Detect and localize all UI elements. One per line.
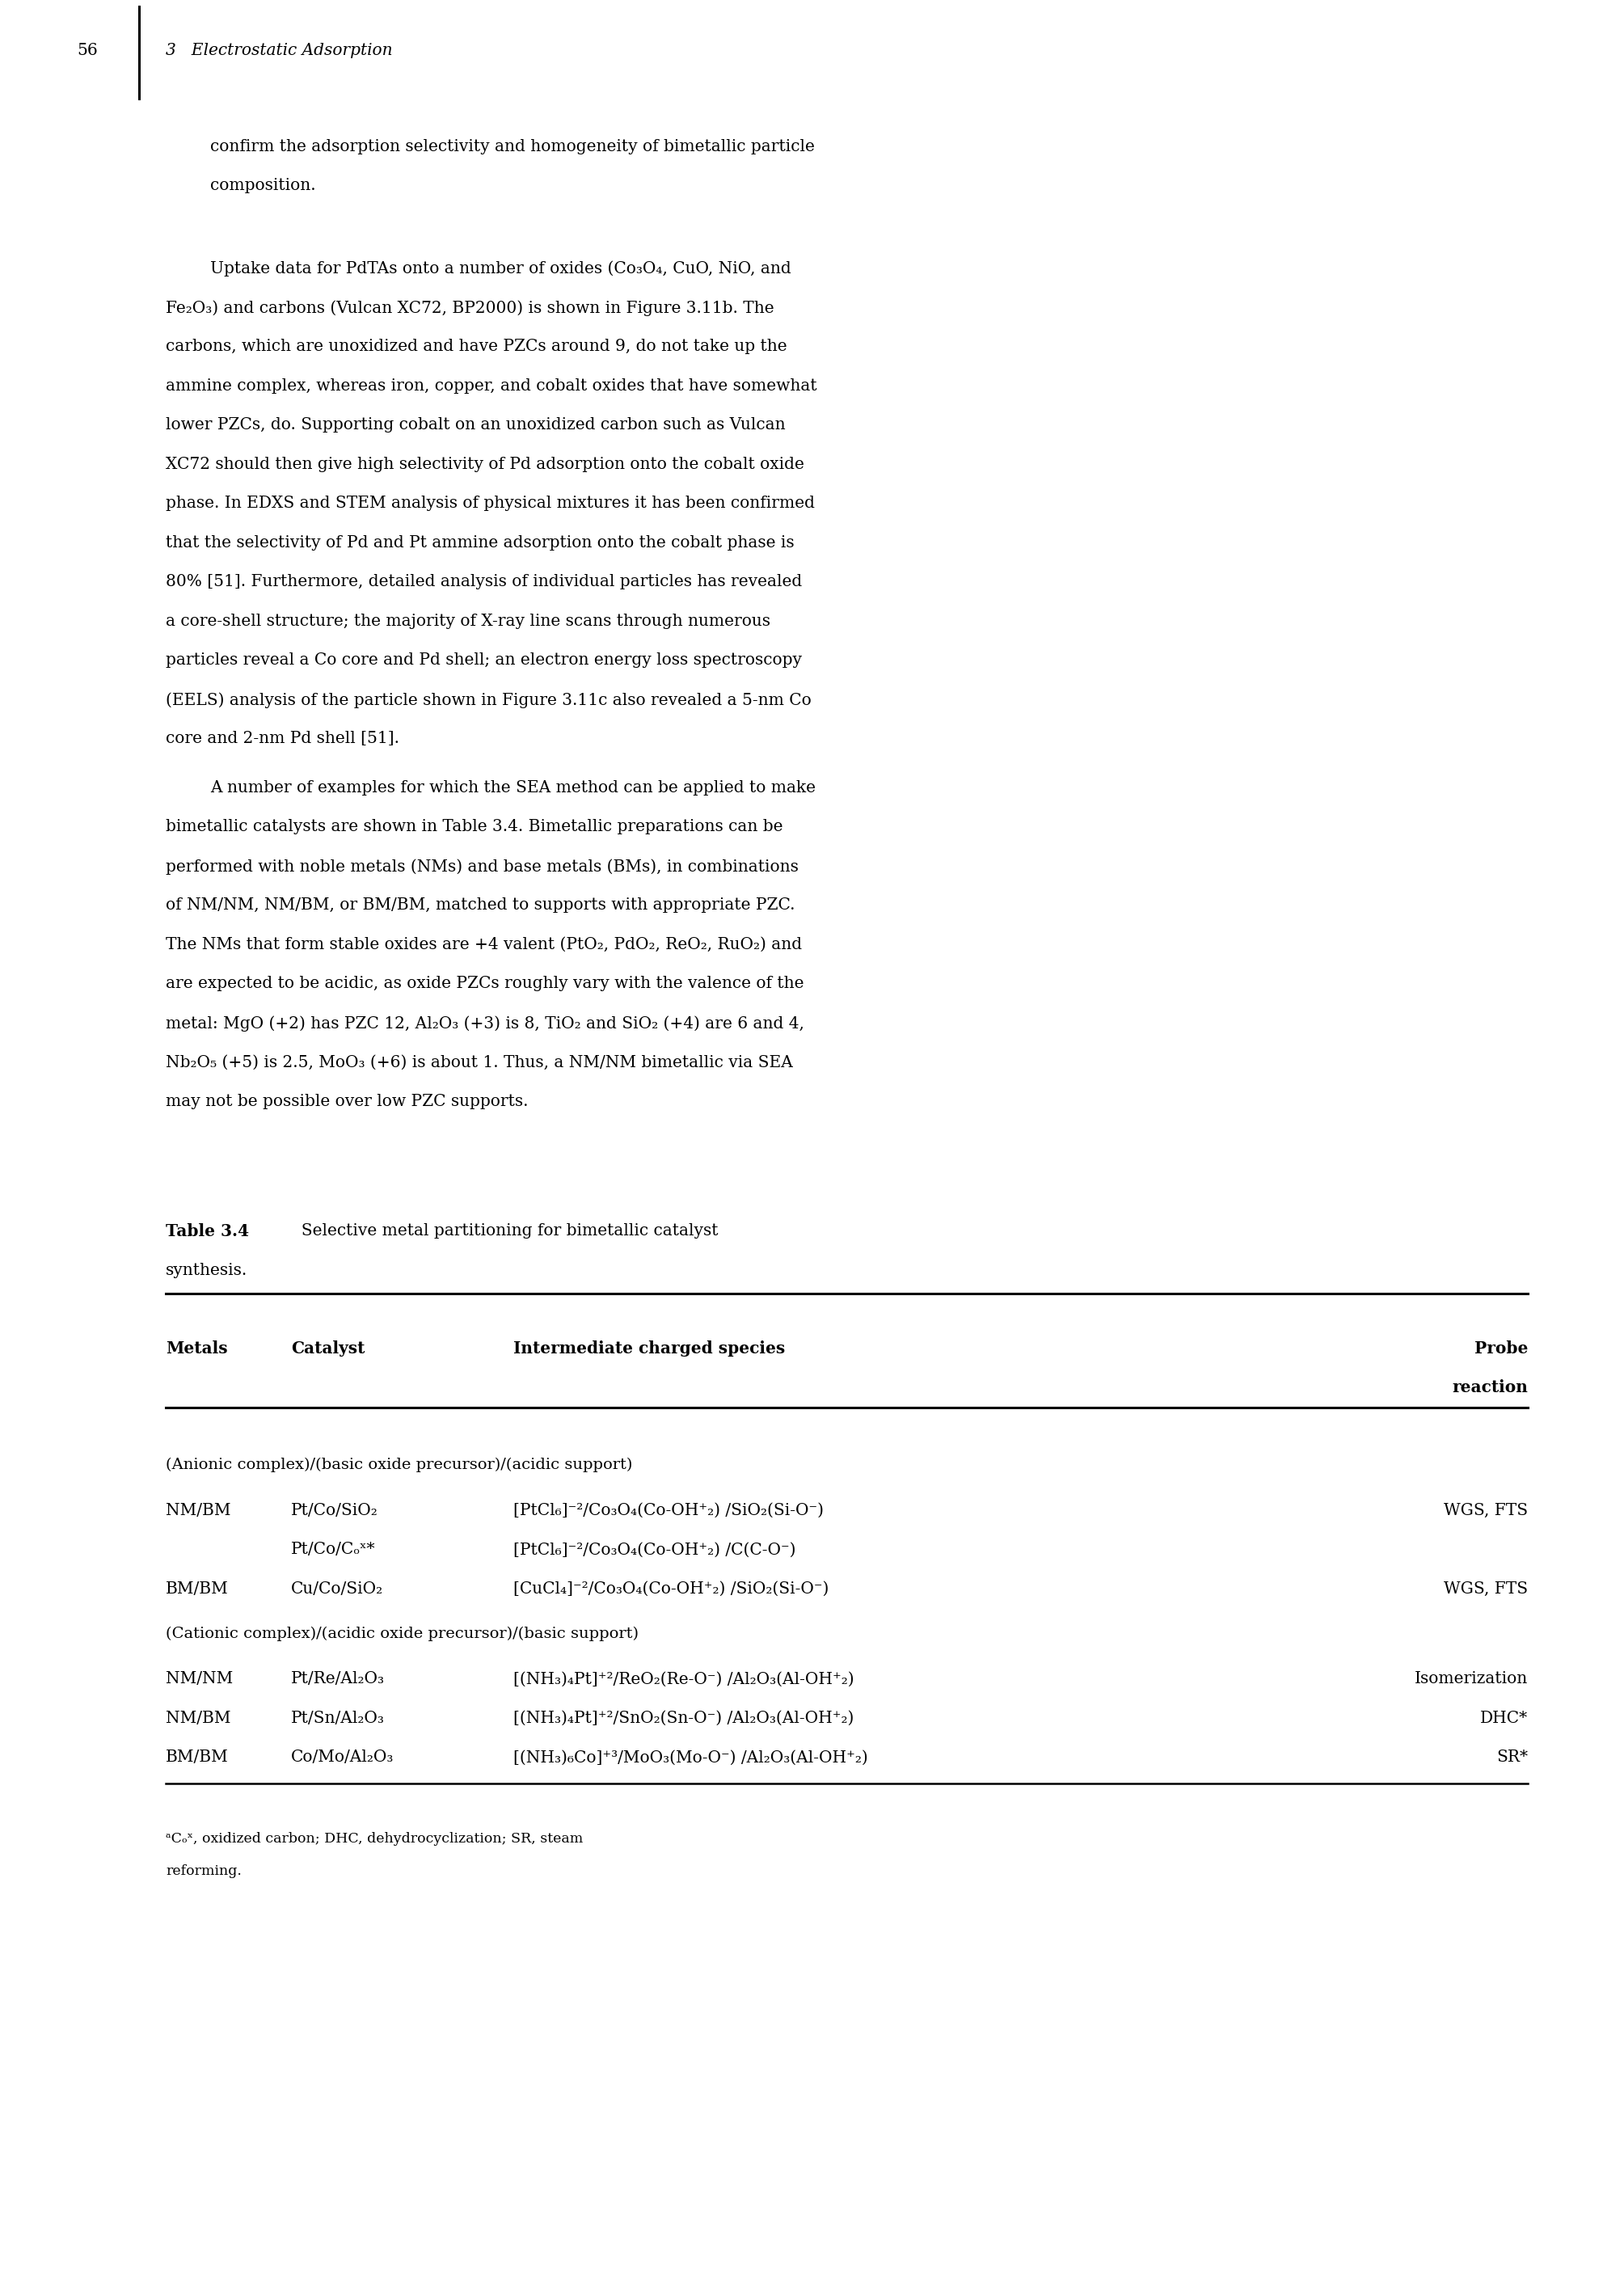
Text: Fe₂O₃) and carbons (Vulcan XC72, BP2000) is shown in Figure 3.11b. The: Fe₂O₃) and carbons (Vulcan XC72, BP2000)… xyxy=(166,300,775,316)
Text: Probe: Probe xyxy=(1475,1341,1528,1357)
Text: Selective metal partitioning for bimetallic catalyst: Selective metal partitioning for bimetal… xyxy=(291,1224,718,1238)
Text: 80% [51]. Furthermore, detailed analysis of individual particles has revealed: 80% [51]. Furthermore, detailed analysis… xyxy=(166,575,802,589)
Text: that the selectivity of Pd and Pt ammine adsorption onto the cobalt phase is: that the selectivity of Pd and Pt ammine… xyxy=(166,534,794,550)
Text: Uptake data for PdTAs onto a number of oxides (Co₃O₄, CuO, NiO, and: Uptake data for PdTAs onto a number of o… xyxy=(209,261,791,277)
Text: reaction: reaction xyxy=(1452,1380,1528,1396)
Text: Catalyst: Catalyst xyxy=(291,1341,365,1357)
Text: Pt/Co/Cₒˣ*: Pt/Co/Cₒˣ* xyxy=(291,1543,375,1556)
Text: are expected to be acidic, as oxide PZCs roughly vary with the valence of the: are expected to be acidic, as oxide PZCs… xyxy=(166,976,804,992)
Text: [(NH₃)₆Co]⁺³/MoO₃(Mo-O⁻) /Al₂O₃(Al-OH⁺₂): [(NH₃)₆Co]⁺³/MoO₃(Mo-O⁻) /Al₂O₃(Al-OH⁺₂) xyxy=(513,1749,867,1765)
Text: Co/Mo/Al₂O₃: Co/Mo/Al₂O₃ xyxy=(291,1749,395,1765)
Text: (Anionic complex)/(basic oxide precursor)/(acidic support): (Anionic complex)/(basic oxide precursor… xyxy=(166,1458,632,1471)
Text: [(NH₃)₄Pt]⁺²/ReO₂(Re-O⁻) /Al₂O₃(Al-OH⁺₂): [(NH₃)₄Pt]⁺²/ReO₂(Re-O⁻) /Al₂O₃(Al-OH⁺₂) xyxy=(513,1671,854,1687)
Text: a core-shell structure; the majority of X-ray line scans through numerous: a core-shell structure; the majority of … xyxy=(166,614,770,628)
Text: reforming.: reforming. xyxy=(166,1863,242,1877)
Text: NM/BM: NM/BM xyxy=(166,1504,231,1517)
Text: 3   Electrostatic Adsorption: 3 Electrostatic Adsorption xyxy=(166,44,393,57)
Text: NM/NM: NM/NM xyxy=(166,1671,232,1687)
Text: Pt/Sn/Al₂O₃: Pt/Sn/Al₂O₃ xyxy=(291,1710,385,1726)
Text: bimetallic catalysts are shown in Table 3.4. Bimetallic preparations can be: bimetallic catalysts are shown in Table … xyxy=(166,818,783,834)
Text: may not be possible over low PZC supports.: may not be possible over low PZC support… xyxy=(166,1093,528,1109)
Text: DHC*: DHC* xyxy=(1479,1710,1528,1726)
Text: (EELS) analysis of the particle shown in Figure 3.11c also revealed a 5-nm Co: (EELS) analysis of the particle shown in… xyxy=(166,692,812,708)
Text: core and 2-nm Pd shell [51].: core and 2-nm Pd shell [51]. xyxy=(166,731,400,747)
Text: lower PZCs, do. Supporting cobalt on an unoxidized carbon such as Vulcan: lower PZCs, do. Supporting cobalt on an … xyxy=(166,417,786,433)
Text: Pt/Co/SiO₂: Pt/Co/SiO₂ xyxy=(291,1504,378,1517)
Text: phase. In EDXS and STEM analysis of physical mixtures it has been confirmed: phase. In EDXS and STEM analysis of phys… xyxy=(166,495,815,511)
Text: (Cationic complex)/(acidic oxide precursor)/(basic support): (Cationic complex)/(acidic oxide precurs… xyxy=(166,1627,638,1641)
Text: carbons, which are unoxidized and have PZCs around 9, do not take up the: carbons, which are unoxidized and have P… xyxy=(166,339,788,355)
Text: metal: MgO (+2) has PZC 12, Al₂O₃ (+3) is 8, TiO₂ and SiO₂ (+4) are 6 and 4,: metal: MgO (+2) has PZC 12, Al₂O₃ (+3) i… xyxy=(166,1015,804,1031)
Text: Metals: Metals xyxy=(166,1341,227,1357)
Text: Nb₂O₅ (+5) is 2.5, MoO₃ (+6) is about 1. Thus, a NM/NM bimetallic via SEA: Nb₂O₅ (+5) is 2.5, MoO₃ (+6) is about 1.… xyxy=(166,1054,793,1070)
Text: ammine complex, whereas iron, copper, and cobalt oxides that have somewhat: ammine complex, whereas iron, copper, an… xyxy=(166,378,817,394)
Text: composition.: composition. xyxy=(209,179,315,193)
Text: synthesis.: synthesis. xyxy=(166,1263,247,1279)
Text: [PtCl₆]⁻²/Co₃O₄(Co-OH⁺₂) /SiO₂(Si-O⁻): [PtCl₆]⁻²/Co₃O₄(Co-OH⁺₂) /SiO₂(Si-O⁻) xyxy=(513,1504,823,1517)
Text: [(NH₃)₄Pt]⁺²/SnO₂(Sn-O⁻) /Al₂O₃(Al-OH⁺₂): [(NH₃)₄Pt]⁺²/SnO₂(Sn-O⁻) /Al₂O₃(Al-OH⁺₂) xyxy=(513,1710,854,1726)
Text: Table 3.4: Table 3.4 xyxy=(166,1224,248,1240)
Text: 56: 56 xyxy=(76,44,97,57)
Text: [PtCl₆]⁻²/Co₃O₄(Co-OH⁺₂) /C(C-O⁻): [PtCl₆]⁻²/Co₃O₄(Co-OH⁺₂) /C(C-O⁻) xyxy=(513,1543,796,1556)
Text: A number of examples for which the SEA method can be applied to make: A number of examples for which the SEA m… xyxy=(209,779,815,795)
Text: WGS, FTS: WGS, FTS xyxy=(1444,1581,1528,1598)
Text: SR*: SR* xyxy=(1496,1749,1528,1765)
Text: confirm the adsorption selectivity and homogeneity of bimetallic particle: confirm the adsorption selectivity and h… xyxy=(209,140,815,154)
Text: Pt/Re/Al₂O₃: Pt/Re/Al₂O₃ xyxy=(291,1671,385,1687)
Text: NM/BM: NM/BM xyxy=(166,1710,231,1726)
Text: Isomerization: Isomerization xyxy=(1415,1671,1528,1687)
Text: particles reveal a Co core and Pd shell; an electron energy loss spectroscopy: particles reveal a Co core and Pd shell;… xyxy=(166,653,802,667)
Text: WGS, FTS: WGS, FTS xyxy=(1444,1504,1528,1517)
Text: Intermediate charged species: Intermediate charged species xyxy=(513,1341,784,1357)
Text: Cu/Co/SiO₂: Cu/Co/SiO₂ xyxy=(291,1581,383,1598)
Text: XC72 should then give high selectivity of Pd adsorption onto the cobalt oxide: XC72 should then give high selectivity o… xyxy=(166,456,804,472)
Text: The NMs that form stable oxides are +4 valent (PtO₂, PdO₂, ReO₂, RuO₂) and: The NMs that form stable oxides are +4 v… xyxy=(166,937,802,953)
Text: BM/BM: BM/BM xyxy=(166,1581,229,1598)
Text: performed with noble metals (NMs) and base metals (BMs), in combinations: performed with noble metals (NMs) and ba… xyxy=(166,860,799,876)
Text: BM/BM: BM/BM xyxy=(166,1749,229,1765)
Text: [CuCl₄]⁻²/Co₃O₄(Co-OH⁺₂) /SiO₂(Si-O⁻): [CuCl₄]⁻²/Co₃O₄(Co-OH⁺₂) /SiO₂(Si-O⁻) xyxy=(513,1581,828,1598)
Text: ᵃCₒˣ, oxidized carbon; DHC, dehydrocyclization; SR, steam: ᵃCₒˣ, oxidized carbon; DHC, dehydrocycli… xyxy=(166,1831,583,1845)
Text: of NM/NM, NM/BM, or BM/BM, matched to supports with appropriate PZC.: of NM/NM, NM/BM, or BM/BM, matched to su… xyxy=(166,898,796,912)
